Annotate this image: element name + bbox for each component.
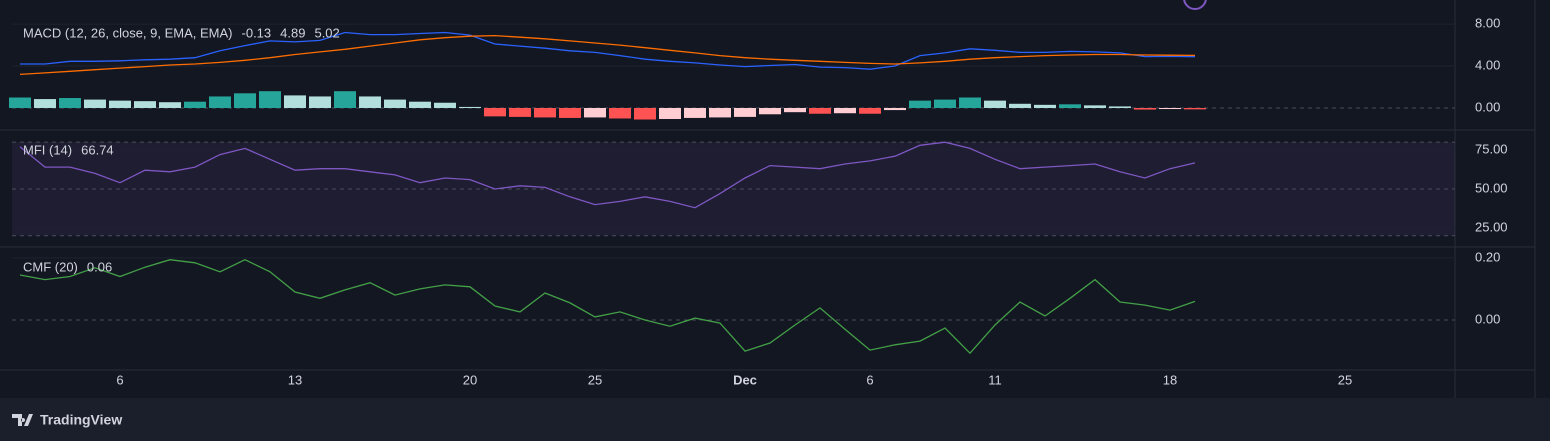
histogram-bar [134, 101, 156, 108]
y-tick-label: 0.00 [1475, 311, 1500, 326]
x-tick-label: 11 [988, 372, 1002, 387]
histogram-bar [1084, 105, 1106, 108]
histogram-bar [234, 93, 256, 108]
indicator-value: 66.74 [81, 142, 114, 157]
indicator-value: -0.13 [242, 25, 272, 40]
histogram-bar [509, 107, 531, 117]
histogram-bar [9, 97, 31, 108]
indicator-title: CMF (20) [23, 259, 78, 274]
indicator-value: 5.02 [314, 25, 339, 40]
histogram-bar [659, 107, 681, 119]
histogram-bar [309, 96, 331, 108]
x-tick-label: 25 [1338, 372, 1352, 387]
histogram-bar [184, 101, 206, 108]
x-tick-label: 20 [463, 372, 477, 387]
x-tick-label: 18 [1163, 372, 1177, 387]
x-tick-label: 6 [116, 372, 123, 387]
histogram-bar [584, 107, 606, 118]
footer-bar [0, 398, 1550, 441]
histogram-bar [609, 107, 631, 119]
histogram-bar [484, 107, 506, 117]
histogram-bar [559, 107, 581, 118]
pane: 0.20 0.00 CMF (20) 0.06 [12, 249, 1500, 355]
plot [12, 257, 1455, 355]
histogram-bar [1059, 104, 1081, 108]
pane: 75.00 50.00 25.00 MFI (14) 66.74 [12, 141, 1508, 237]
histogram-bar [209, 96, 231, 108]
x-tick-label: 13 [288, 372, 302, 387]
histogram-bar [784, 107, 806, 113]
histogram-bar [984, 100, 1006, 108]
y-tick-label: 8.00 [1475, 16, 1500, 31]
plot [9, 23, 1455, 120]
histogram-bar [734, 107, 756, 117]
logo-icon [12, 414, 33, 426]
histogram-bar [259, 91, 281, 108]
histogram-bar [884, 107, 906, 111]
x-tick-label: 25 [588, 372, 602, 387]
x-tick-label: Dec [733, 372, 757, 387]
histogram-bar [1034, 104, 1056, 108]
y-tick-label: 0.00 [1475, 99, 1500, 114]
histogram-bar [409, 101, 431, 108]
histogram-bar [834, 107, 856, 114]
histogram-bar [34, 99, 56, 108]
histogram-bar [159, 102, 181, 108]
indicator-title: MACD (12, 26, close, 9, EMA, EMA) [23, 25, 233, 40]
histogram-bar [59, 98, 81, 108]
histogram-bar [1184, 107, 1206, 110]
pane: 8.00 4.00 0.00 MACD (12, 26, close, 9, EMA,… [9, 16, 1500, 120]
histogram-bar [759, 107, 781, 115]
x-tick-label: 6 [866, 372, 873, 387]
logo: TradingView [12, 412, 122, 428]
histogram-bar [84, 99, 106, 108]
y-tick-label: 25.00 [1475, 219, 1508, 234]
y-tick-label: 50.00 [1475, 180, 1508, 195]
histogram-bar [1109, 106, 1131, 108]
histogram-bar [1159, 107, 1181, 110]
y-tick-label: 0.20 [1475, 249, 1500, 264]
histogram-bar [934, 99, 956, 108]
histogram-bar [959, 97, 981, 108]
histogram-bar [109, 100, 131, 108]
histogram-bar [859, 107, 881, 114]
line-series [19, 34, 1196, 76]
histogram-bar [1009, 103, 1031, 108]
plot [12, 141, 1455, 237]
histogram-bar [359, 96, 381, 108]
line-series [20, 31, 1196, 70]
histogram-bar [534, 107, 556, 118]
alert-icon[interactable] [1183, 0, 1207, 10]
histogram-bar [1134, 107, 1156, 110]
histogram-bar [284, 95, 306, 108]
brand: TradingView [40, 412, 122, 428]
indicator-title: MFI (14) [23, 142, 72, 157]
indicator-value: 4.89 [280, 25, 305, 40]
line-series [19, 141, 1196, 209]
histogram-bar [809, 107, 831, 114]
histogram-bar [909, 100, 931, 108]
histogram-bar [459, 106, 481, 108]
histogram-bar [334, 91, 356, 108]
histogram-bar [434, 102, 456, 108]
indicator-value: 0.06 [87, 259, 112, 274]
line-series [19, 258, 1196, 355]
histogram-bar [634, 107, 656, 120]
y-tick-label: 4.00 [1475, 57, 1500, 72]
histogram-bar [684, 107, 706, 118]
y-tick-label: 75.00 [1475, 141, 1508, 156]
histogram-bar [709, 107, 731, 118]
histogram-bar [384, 99, 406, 108]
